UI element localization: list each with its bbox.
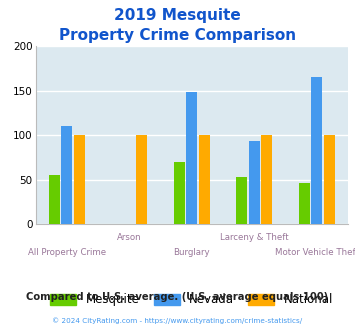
Text: Arson: Arson [117, 233, 142, 242]
Text: Motor Vehicle Theft: Motor Vehicle Theft [275, 248, 355, 256]
Text: Compared to U.S. average. (U.S. average equals 100): Compared to U.S. average. (U.S. average … [26, 292, 329, 302]
Bar [49, 176, 60, 224]
Bar [73, 135, 85, 224]
Bar [261, 135, 272, 224]
Text: All Property Crime: All Property Crime [28, 248, 106, 256]
Bar [186, 92, 197, 224]
Bar [236, 177, 247, 224]
Bar [323, 135, 335, 224]
Text: Burglary: Burglary [173, 248, 210, 256]
Bar [136, 135, 147, 224]
Bar [299, 183, 310, 224]
Bar [174, 162, 185, 224]
Bar [61, 126, 72, 224]
Text: Larceny & Theft: Larceny & Theft [220, 233, 289, 242]
Text: 2019 Mesquite: 2019 Mesquite [114, 8, 241, 23]
Legend: Mesquite, Nevada, National: Mesquite, Nevada, National [45, 289, 338, 311]
Bar [248, 141, 260, 224]
Bar [311, 77, 322, 224]
Text: © 2024 CityRating.com - https://www.cityrating.com/crime-statistics/: © 2024 CityRating.com - https://www.city… [53, 317, 302, 324]
Text: Property Crime Comparison: Property Crime Comparison [59, 28, 296, 43]
Bar [198, 135, 210, 224]
